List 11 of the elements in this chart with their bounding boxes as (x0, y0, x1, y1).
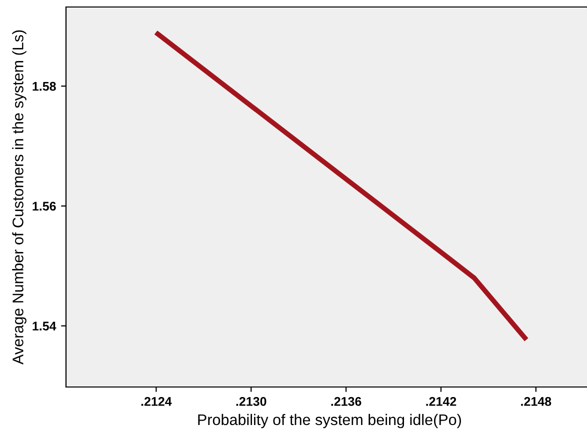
line-series (155, 32, 528, 340)
x-tick-label: .2136 (331, 397, 362, 406)
x-tick-label: .2124 (141, 397, 172, 406)
y-tick-label: 1.58 (32, 82, 56, 91)
x-tick-label: .2130 (236, 397, 266, 406)
y-tick-label: 1.56 (32, 202, 56, 211)
y-axis-title: Average Number of Customers in the system (Ls) (12, 30, 26, 365)
y-tick-label: 1.54 (32, 322, 56, 331)
x-tick-label: .2148 (521, 397, 552, 406)
x-axis-title: Probability of the system being idle(Po) (198, 414, 461, 428)
x-tick-label: .2142 (426, 397, 456, 406)
